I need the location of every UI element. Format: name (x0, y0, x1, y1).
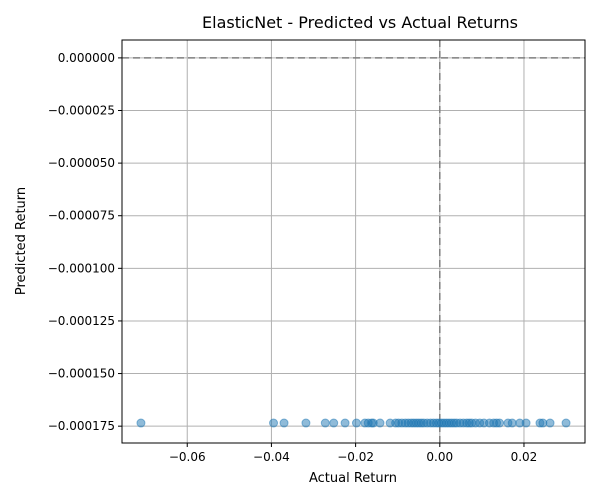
scatter-point (545, 418, 555, 428)
data-points (136, 418, 571, 428)
plot-frame (121, 39, 586, 444)
x-tick-label: 0.02 (511, 450, 538, 464)
y-tick-label: −0.000100 (48, 261, 115, 275)
scatter-point (340, 418, 350, 428)
y-tick-label: −0.000050 (48, 156, 115, 170)
scatter-point (269, 418, 279, 428)
x-axis-ticks: −0.06 −0.04 −0.02 0.00 0.02 (169, 443, 537, 464)
x-tick-label: −0.06 (169, 450, 206, 464)
y-axis-ticks: 0.000000 −0.000025 −0.000050 −0.000075 −0.00… (48, 51, 122, 433)
x-tick-label: −0.04 (253, 450, 290, 464)
reference-lines (122, 40, 585, 443)
scatter-point (329, 418, 339, 428)
x-tick-label: −0.02 (337, 450, 374, 464)
x-axis-label: Actual Return (309, 471, 397, 486)
y-tick-label: −0.000075 (48, 209, 115, 223)
scatter-point (495, 418, 505, 428)
y-tick-label: −0.000025 (48, 103, 115, 117)
scatter-point (521, 418, 531, 428)
y-tick-label: −0.000150 (48, 367, 115, 381)
grid-layer (122, 40, 585, 443)
scatter-point (375, 418, 385, 428)
y-tick-label: 0.000000 (58, 51, 115, 65)
scatter-point (136, 418, 146, 428)
chart-title: ElasticNet - Predicted vs Actual Returns (202, 13, 518, 32)
scatter-point (320, 418, 330, 428)
scatter-point (301, 418, 311, 428)
y-tick-label: −0.000175 (48, 419, 115, 433)
y-axis-label: Predicted Return (14, 187, 29, 295)
scatter-point (561, 418, 571, 428)
scatter-point (507, 418, 517, 428)
scatter-point (351, 418, 361, 428)
x-tick-label: 0.00 (426, 450, 453, 464)
scatter-point (279, 418, 289, 428)
y-tick-label: −0.000125 (48, 314, 115, 328)
